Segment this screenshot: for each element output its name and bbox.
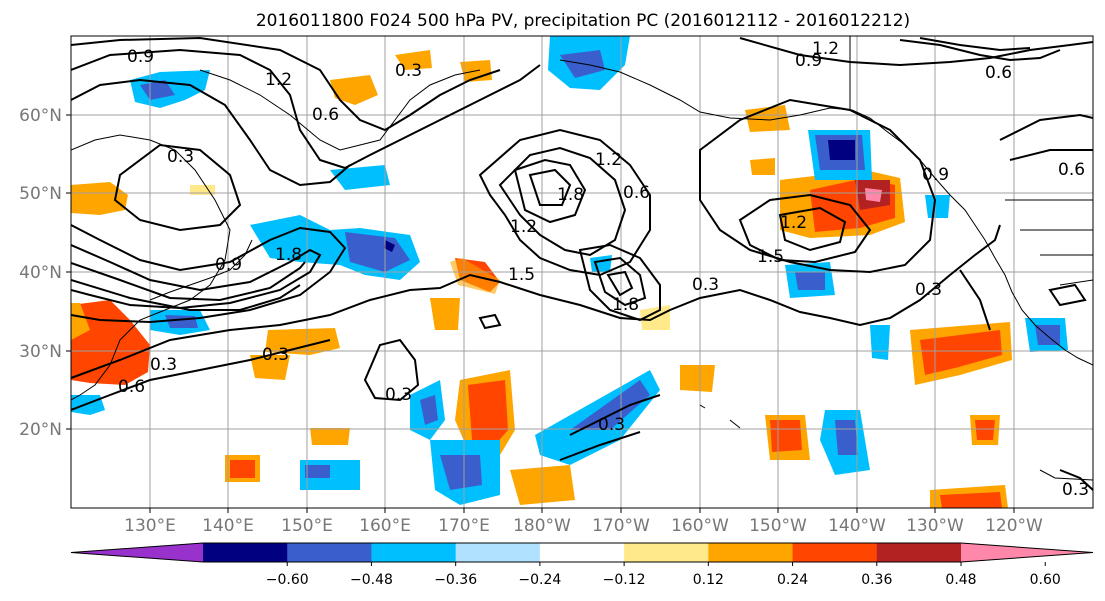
- colorbar-tick-label: 0.48: [945, 572, 976, 588]
- contour-label: 0.3: [262, 345, 289, 365]
- contour-label: 0.3: [150, 355, 177, 375]
- contour-label: 0.3: [395, 61, 422, 81]
- colorbar-outline: [70, 542, 1094, 563]
- colorbar-tick-label: 0.24: [777, 572, 808, 588]
- lon-label: 120°W: [985, 516, 1043, 536]
- lon-label: 160°E: [359, 516, 411, 536]
- colorbar-segment: [287, 543, 372, 562]
- contour-label: 1.8: [275, 245, 302, 265]
- lon-label: 150°W: [749, 516, 807, 536]
- contour-label: 0.6: [118, 377, 145, 397]
- figure-title: 2016011800 F024 500 hPa PV, precipitatio…: [256, 11, 910, 31]
- lat-label-20n: 20°N: [19, 420, 62, 440]
- colorbar-segment: [876, 543, 962, 562]
- colorbar-tick-label: 0.12: [693, 572, 724, 588]
- colorbar-tick-label: −0.48: [350, 572, 393, 588]
- colorbar-tick-label: 0.60: [1030, 572, 1061, 588]
- colorbar-tick-label: 0.36: [861, 572, 892, 588]
- colorbar-segment: [708, 543, 794, 562]
- contour-label: 0.6: [312, 105, 339, 125]
- lon-label: 170°W: [592, 516, 650, 536]
- map-area: 0.9 0.9 1.2 0.3 0.6 1.2 0.3 0.6 0.3 0.9 …: [71, 36, 1093, 508]
- colorbar-segment: [624, 543, 709, 562]
- contour-label: 0.9: [795, 51, 822, 71]
- pv-contours: [71, 36, 1093, 491]
- colorbar-segment: [539, 543, 625, 562]
- contour-label: 1.2: [595, 150, 622, 170]
- colorbar-segment: [371, 543, 457, 562]
- contour-label: 0.3: [167, 147, 194, 167]
- lon-label: 130°W: [906, 516, 964, 536]
- contour-label: 1.8: [557, 185, 584, 205]
- lon-axis: 130°E 140°E 150°E 160°E 170°E 180°W 170°…: [124, 508, 1043, 536]
- colorbar-segment: [203, 543, 288, 562]
- lon-label: 140°W: [828, 516, 886, 536]
- lat-label-50n: 50°N: [19, 184, 62, 204]
- colorbar-tick-label: −0.12: [603, 572, 646, 588]
- lon-label: 140°E: [202, 516, 254, 536]
- lon-label: 130°E: [124, 516, 176, 536]
- contour-label: 0.3: [915, 280, 942, 300]
- contour-label: 0.6: [623, 183, 650, 203]
- contour-labels: 0.9 0.9 1.2 0.3 0.6 1.2 0.3 0.6 0.3 0.9 …: [118, 39, 1089, 500]
- contour-label: 0.6: [985, 63, 1012, 83]
- contour-label: 0.3: [385, 385, 412, 405]
- colorbar-extend-high: [961, 543, 1093, 562]
- contour-label: 0.9: [215, 255, 242, 275]
- contour-label: 0.3: [692, 275, 719, 295]
- contour-label: 1.2: [780, 213, 807, 233]
- lat-axis: 60°N 50°N 40°N 30°N 20°N: [19, 106, 71, 440]
- lat-label-60n: 60°N: [19, 106, 62, 126]
- colorbar: −0.60 −0.48 −0.36 −0.24 −0.12 0.12 0.24 0.36 0.4…: [70, 542, 1094, 588]
- colorbar-segment: [792, 543, 878, 562]
- contour-label: 0.3: [1062, 480, 1089, 500]
- lat-label-30n: 30°N: [19, 342, 62, 362]
- contour-label: 1.5: [508, 265, 535, 285]
- contour-label: 1.2: [265, 70, 292, 90]
- contour-label: 0.3: [598, 415, 625, 435]
- contour-label: 1.8: [612, 295, 639, 315]
- colorbar-extend-low: [71, 543, 203, 562]
- contour-label: 1.5: [757, 247, 784, 267]
- contour-label: 0.6: [1058, 160, 1085, 180]
- lon-label: 160°W: [671, 516, 729, 536]
- lon-label: 170°E: [438, 516, 490, 536]
- colorbar-segment: [455, 543, 541, 562]
- contour-label: 1.2: [812, 39, 839, 59]
- colorbar-tick-label: −0.24: [518, 572, 561, 588]
- contour-label: 1.2: [510, 217, 537, 237]
- precip-blob-nw: [71, 182, 128, 215]
- contour-label: 0.9: [127, 47, 154, 67]
- lon-label: 150°E: [281, 516, 333, 536]
- contour-label: 0.9: [922, 165, 949, 185]
- lat-label-40n: 40°N: [19, 263, 62, 283]
- lon-label: 180°W: [513, 516, 571, 536]
- colorbar-tick-label: −0.60: [266, 572, 309, 588]
- colorbar-tick-label: −0.36: [434, 572, 477, 588]
